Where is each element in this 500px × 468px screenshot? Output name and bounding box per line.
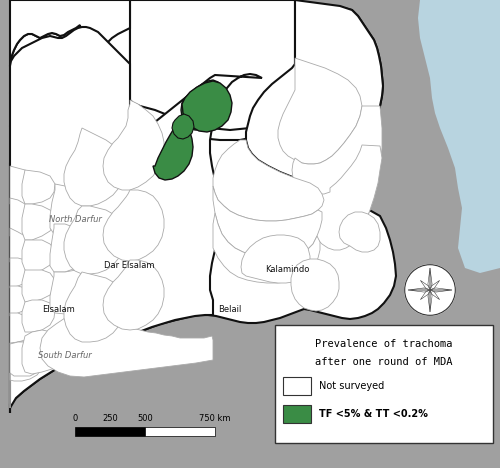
Polygon shape (278, 58, 362, 164)
Polygon shape (10, 0, 220, 128)
Polygon shape (103, 260, 164, 330)
Polygon shape (430, 288, 452, 290)
Text: Kalamindo: Kalamindo (265, 265, 310, 275)
Polygon shape (22, 240, 55, 272)
Polygon shape (40, 314, 213, 377)
Bar (275, 325, 493, 443)
Polygon shape (103, 100, 164, 190)
Polygon shape (10, 27, 262, 408)
Text: Prevalence of trachoma: Prevalence of trachoma (316, 339, 453, 349)
Polygon shape (420, 280, 430, 290)
Polygon shape (22, 270, 55, 302)
Polygon shape (22, 300, 55, 332)
Polygon shape (430, 268, 432, 290)
Polygon shape (430, 290, 440, 300)
Polygon shape (408, 290, 430, 292)
Polygon shape (50, 270, 100, 314)
Polygon shape (10, 0, 130, 66)
Text: Elsalam: Elsalam (42, 306, 75, 314)
Polygon shape (10, 342, 44, 381)
Polygon shape (22, 330, 68, 374)
Polygon shape (153, 124, 193, 180)
Polygon shape (10, 342, 44, 408)
Polygon shape (420, 0, 500, 118)
Polygon shape (10, 166, 32, 206)
Polygon shape (246, 0, 383, 188)
Bar (145, 427, 215, 436)
Text: TF <5% & TT <0.2%: TF <5% & TT <0.2% (319, 409, 428, 419)
Polygon shape (10, 228, 32, 264)
Polygon shape (64, 206, 124, 274)
Polygon shape (298, 145, 382, 250)
Text: Belail: Belail (218, 306, 242, 314)
Polygon shape (339, 212, 380, 252)
Polygon shape (428, 290, 430, 312)
Polygon shape (103, 190, 164, 261)
Polygon shape (420, 290, 430, 300)
Polygon shape (213, 140, 324, 221)
Polygon shape (428, 268, 430, 290)
Bar (75, 427, 145, 436)
Text: 250: 250 (102, 414, 118, 423)
Polygon shape (408, 288, 430, 290)
Polygon shape (182, 81, 232, 132)
Polygon shape (430, 290, 452, 292)
Bar (283, 377, 311, 395)
Polygon shape (292, 106, 382, 246)
Polygon shape (10, 0, 396, 413)
Polygon shape (10, 313, 32, 344)
Text: after one round of MDA: after one round of MDA (316, 357, 453, 367)
Polygon shape (50, 184, 88, 234)
Text: North Darfur: North Darfur (48, 215, 102, 225)
Polygon shape (291, 259, 339, 311)
Polygon shape (64, 128, 124, 206)
Text: 750 km: 750 km (199, 414, 231, 423)
Polygon shape (213, 186, 322, 258)
Text: 0: 0 (72, 414, 78, 423)
Text: Dar Elsalam: Dar Elsalam (104, 261, 155, 270)
Polygon shape (10, 198, 32, 238)
Text: 500: 500 (137, 414, 153, 423)
Text: South Darfur: South Darfur (38, 351, 92, 359)
Circle shape (404, 265, 456, 315)
Polygon shape (241, 235, 310, 283)
Polygon shape (130, 0, 300, 140)
Polygon shape (172, 114, 194, 139)
Polygon shape (10, 258, 32, 288)
Polygon shape (22, 170, 55, 204)
Polygon shape (10, 286, 32, 316)
Polygon shape (430, 280, 440, 290)
Polygon shape (418, 0, 500, 273)
Text: Not surveyed: Not surveyed (319, 381, 384, 391)
Polygon shape (22, 204, 55, 240)
Polygon shape (181, 80, 226, 130)
Polygon shape (130, 0, 295, 130)
Polygon shape (430, 290, 432, 312)
Polygon shape (50, 224, 92, 272)
Polygon shape (213, 213, 320, 283)
Polygon shape (64, 272, 124, 342)
Bar (283, 405, 311, 423)
